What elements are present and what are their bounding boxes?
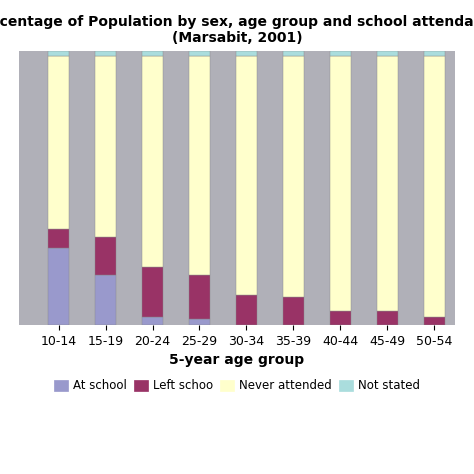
Bar — [236, 295, 257, 325]
Bar — [95, 51, 116, 56]
Bar — [236, 51, 257, 56]
Bar — [189, 51, 210, 56]
Bar — [48, 229, 69, 248]
Bar — [283, 51, 304, 56]
Bar — [376, 51, 398, 56]
Bar — [189, 275, 210, 319]
Bar — [423, 56, 445, 317]
Bar — [283, 297, 304, 325]
Bar — [142, 267, 163, 317]
Bar — [423, 317, 445, 325]
Bar — [189, 56, 210, 275]
Title: Percentage of Population by sex, age group and school attendance
(Marsabit, 2001: Percentage of Population by sex, age gro… — [0, 15, 474, 45]
Bar — [423, 51, 445, 56]
Bar — [189, 319, 210, 325]
Bar — [142, 317, 163, 325]
Bar — [142, 56, 163, 267]
Bar — [48, 56, 69, 229]
Bar — [236, 56, 257, 295]
Bar — [95, 275, 116, 325]
Bar — [329, 311, 351, 325]
Bar — [48, 248, 69, 325]
Bar — [376, 311, 398, 325]
Bar — [283, 56, 304, 297]
Bar — [329, 56, 351, 311]
Bar — [142, 51, 163, 56]
Bar — [95, 237, 116, 275]
Bar — [48, 51, 69, 56]
Legend: At school, Left schoo, Never attended, Not stated: At school, Left schoo, Never attended, N… — [49, 374, 425, 397]
X-axis label: 5-year age group: 5-year age group — [169, 353, 305, 367]
Bar — [376, 56, 398, 311]
Bar — [95, 56, 116, 237]
Bar — [329, 51, 351, 56]
